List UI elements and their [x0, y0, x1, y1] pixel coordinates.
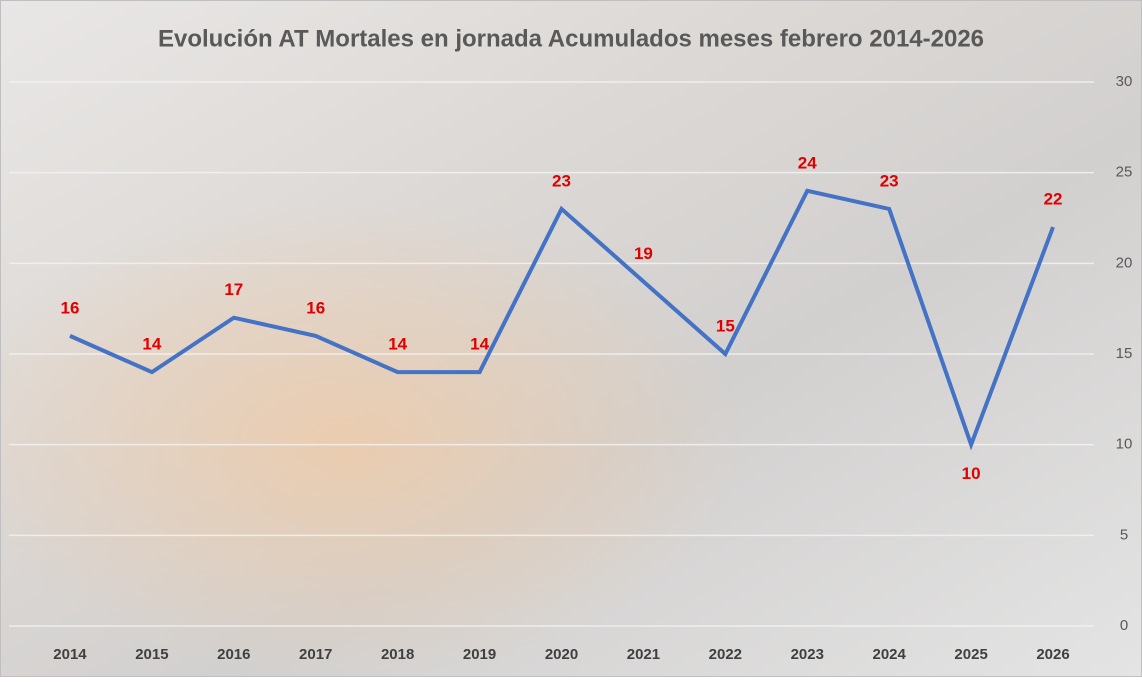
y-tick-label: 25: [1116, 164, 1133, 181]
x-tick-label: 2019: [463, 646, 496, 663]
x-tick-label: 2018: [381, 646, 414, 663]
x-tick-label: 2024: [873, 646, 907, 663]
data-label: 23: [552, 171, 571, 190]
chart-title: Evolución AT Mortales en jornada Acumula…: [158, 25, 984, 52]
x-tick-label: 2015: [135, 646, 168, 663]
data-label: 16: [61, 298, 80, 317]
data-label: 22: [1044, 190, 1063, 209]
data-label: 15: [716, 316, 735, 335]
x-tick-label: 2022: [709, 646, 742, 663]
data-label: 14: [142, 335, 161, 354]
data-label: 14: [388, 335, 407, 354]
data-label: 19: [634, 244, 653, 263]
x-tick-label: 2026: [1036, 646, 1069, 663]
y-tick-label: 15: [1116, 345, 1133, 362]
data-label: 16: [306, 298, 325, 317]
data-label: 10: [962, 464, 981, 483]
y-tick-label: 5: [1120, 526, 1128, 543]
x-tick-label: 2021: [627, 646, 660, 663]
data-label: 14: [470, 335, 489, 354]
x-tick-label: 2020: [545, 646, 578, 663]
y-tick-label: 0: [1120, 617, 1128, 634]
background-glow: [0, 0, 1142, 677]
x-tick-label: 2023: [791, 646, 824, 663]
y-tick-label: 20: [1116, 254, 1133, 271]
chart: Evolución AT Mortales en jornada Acumula…: [0, 0, 1142, 677]
page: Evolución AT Mortales en jornada Acumula…: [0, 0, 1142, 682]
x-tick-label: 2016: [217, 646, 250, 663]
x-tick-label: 2017: [299, 646, 332, 663]
x-tick-label: 2014: [53, 646, 87, 663]
x-tick-label: 2025: [954, 646, 987, 663]
data-label: 17: [224, 280, 243, 299]
data-label: 24: [798, 153, 817, 172]
y-tick-label: 30: [1116, 73, 1133, 90]
y-tick-label: 10: [1116, 436, 1133, 453]
data-label: 23: [880, 171, 899, 190]
